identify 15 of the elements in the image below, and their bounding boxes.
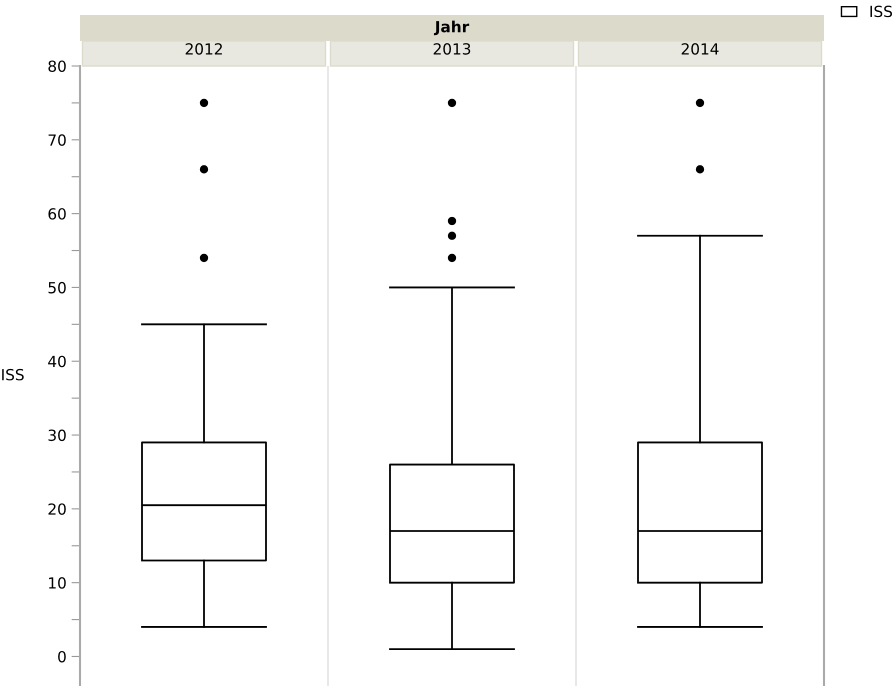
- y-tick-label: 50: [48, 282, 66, 294]
- x-tick-label: 2014: [682, 43, 719, 55]
- x-tick-label: 2012: [186, 43, 222, 55]
- y-tick-label: 20: [48, 503, 66, 515]
- y-tick-label: 10: [49, 577, 66, 589]
- x-tick-label: 2013: [434, 43, 470, 55]
- y-tick-label: 0: [58, 650, 66, 662]
- y-axis-title: ISS: [2, 368, 24, 380]
- y-tick-label: 40: [48, 356, 66, 368]
- x-axis-title: Jahr: [434, 20, 470, 36]
- legend-label: ISS: [870, 6, 892, 18]
- y-tick-label: 60: [48, 208, 66, 220]
- y-tick-label: 70: [48, 134, 66, 146]
- y-tick-label: 80: [48, 60, 66, 72]
- y-tick-label: 30: [48, 430, 66, 442]
